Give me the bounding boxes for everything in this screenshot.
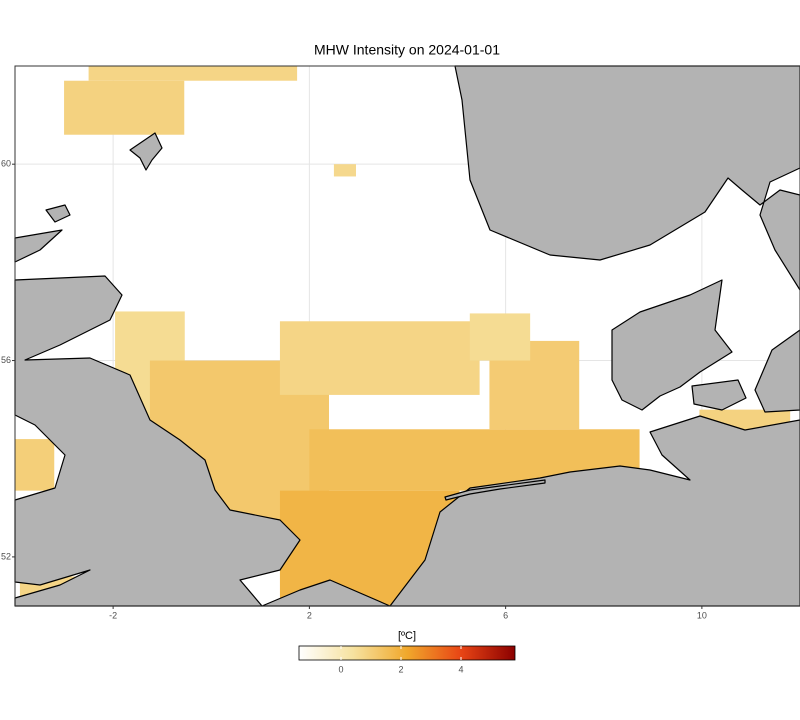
intensity-cell [279, 321, 480, 395]
colorbar-tick-label: 4 [458, 664, 463, 674]
x-tick-label: 10 [697, 610, 707, 620]
sweden [754, 329, 800, 413]
y-tick-label: 52 [1, 551, 11, 561]
colorbar-tick-label: 2 [398, 664, 403, 674]
x-tick-label: 6 [503, 610, 508, 620]
shetland [129, 132, 163, 171]
x-tick-label: -2 [109, 610, 117, 620]
y-tick-label: 60 [1, 159, 11, 169]
panel-border [14, 65, 800, 607]
danish-islands [691, 379, 747, 411]
intensity-cell [15, 439, 55, 491]
orkney [45, 204, 71, 223]
y-tick-label: 56 [1, 355, 11, 365]
colorbar-title: [ºC] [398, 630, 416, 642]
frisian-islands [444, 479, 546, 501]
denmark [611, 279, 733, 411]
intensity-cell [88, 66, 298, 81]
norway [454, 65, 800, 291]
great-britain [14, 275, 301, 607]
intensity-cell [64, 80, 185, 135]
x-tick-label: 2 [307, 610, 312, 620]
land [14, 65, 800, 607]
intensity-cell [469, 313, 531, 361]
colorbar-tick-label: 0 [338, 664, 343, 674]
intensity-cell [333, 164, 356, 177]
colorbar [298, 645, 516, 661]
continent [389, 415, 800, 607]
chart-title: MHW Intensity on 2024-01-01 [314, 42, 500, 58]
